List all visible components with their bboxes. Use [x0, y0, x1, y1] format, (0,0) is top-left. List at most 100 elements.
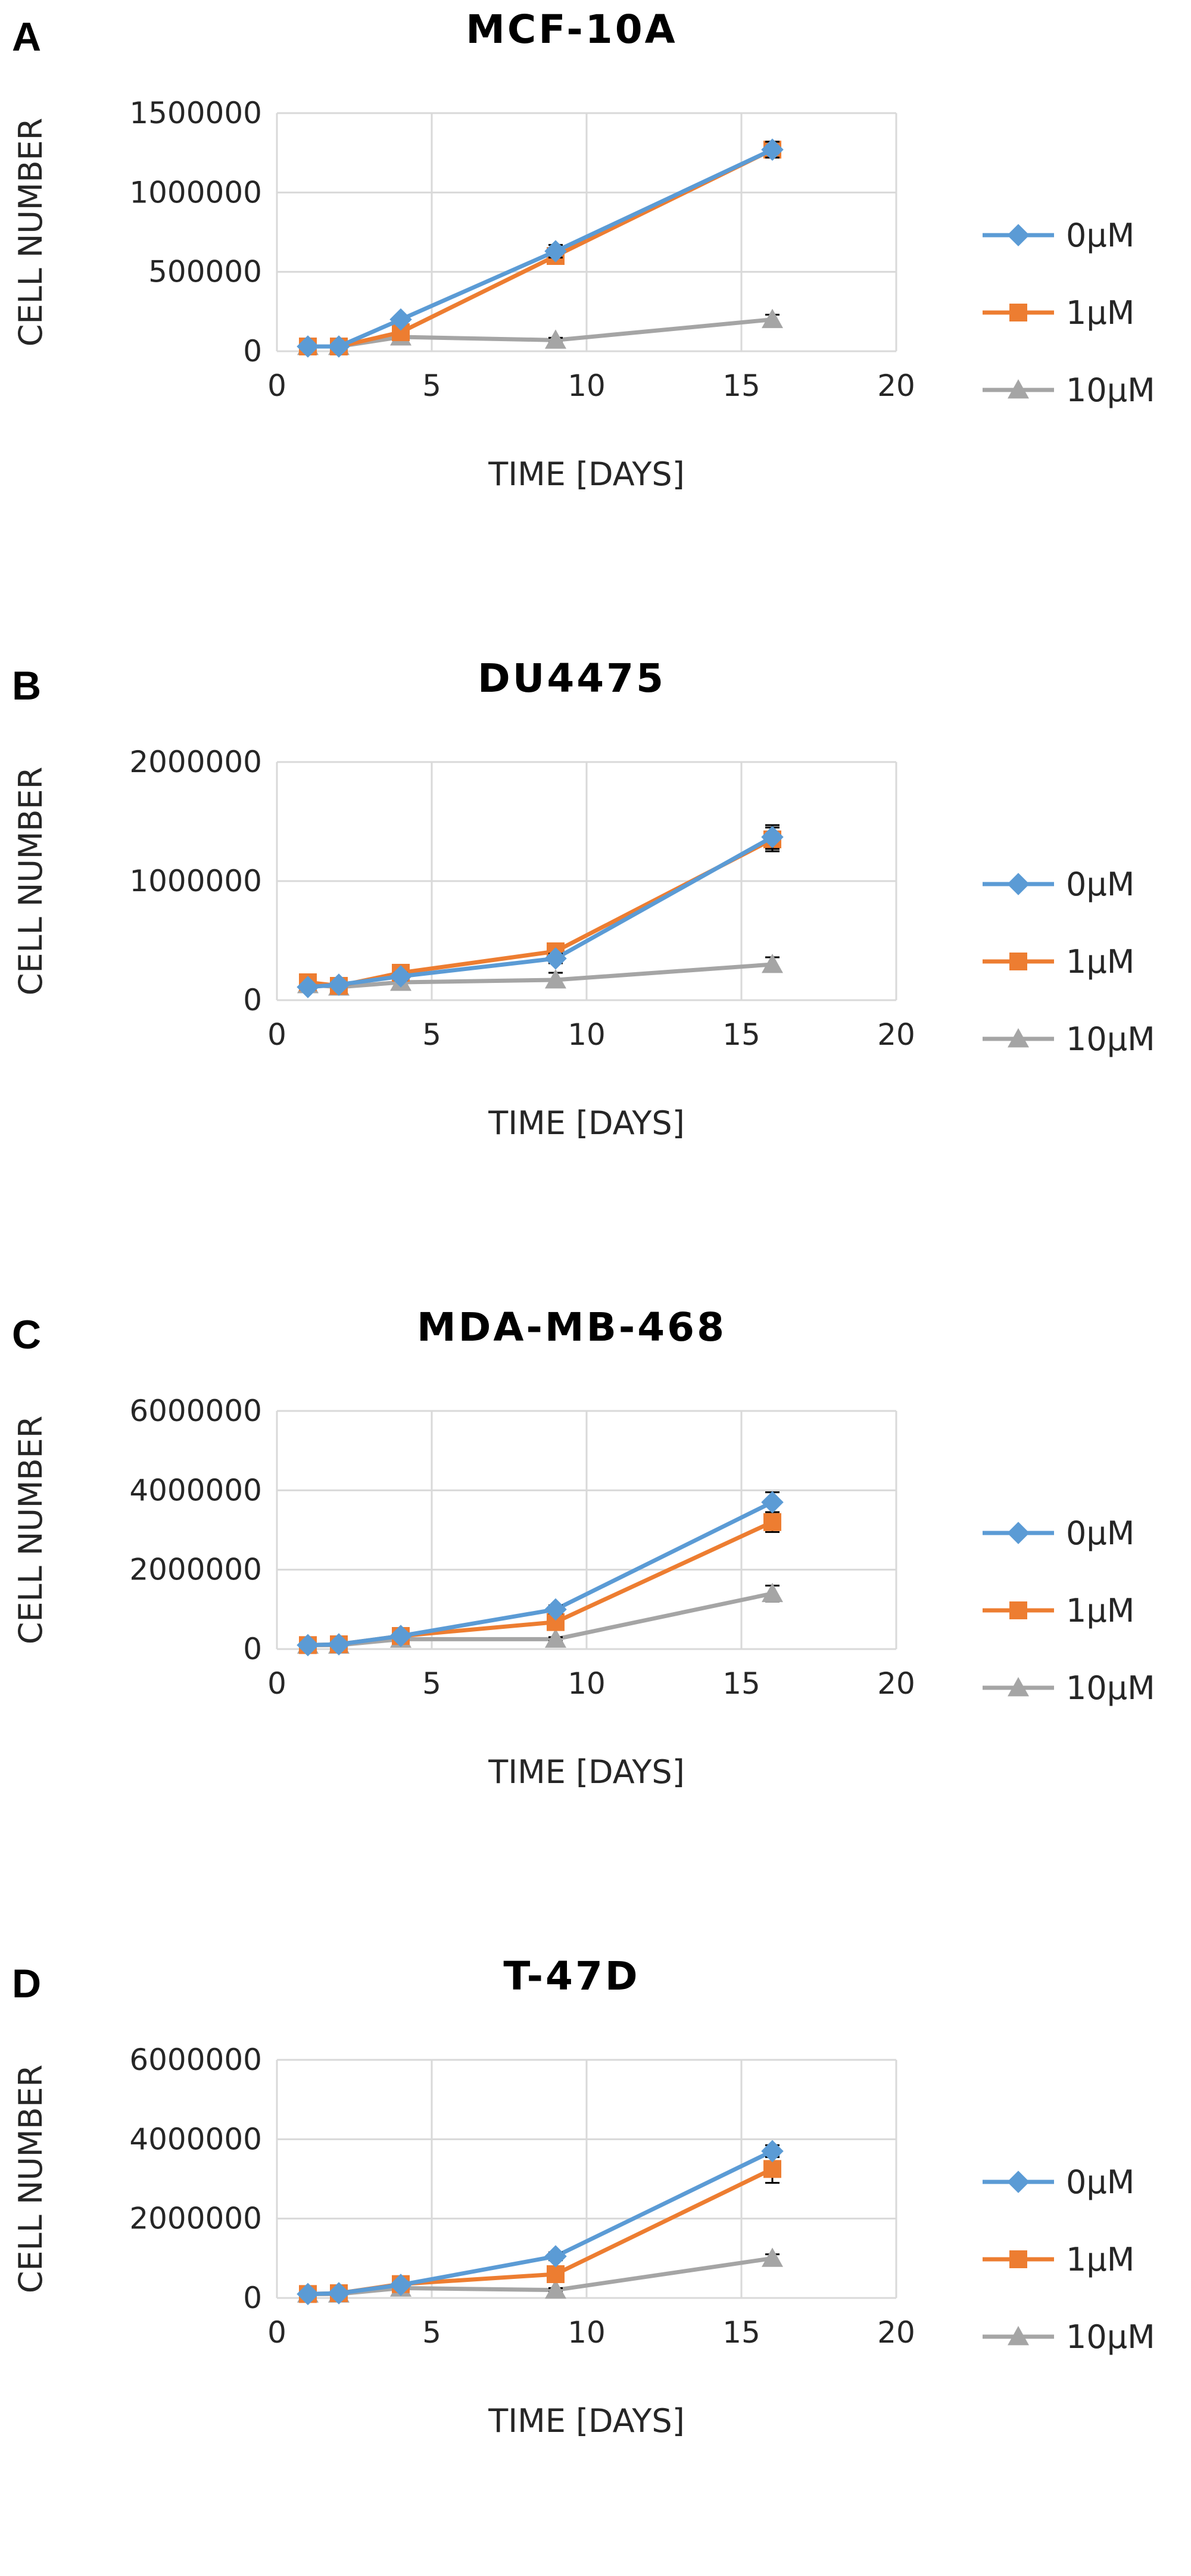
series-0 — [297, 1491, 784, 1657]
panel-letter: A — [12, 14, 41, 60]
legend-item: 1µM — [983, 294, 1134, 332]
panel-letter: C — [12, 1312, 41, 1357]
legend-marker — [1009, 2250, 1027, 2268]
data-point — [389, 965, 412, 988]
legend-marker — [1008, 379, 1029, 399]
data-point — [544, 2245, 567, 2268]
legend-item: 10µM — [983, 1020, 1155, 1058]
data-point — [297, 1634, 319, 1657]
panel-letter: D — [12, 1961, 41, 2006]
legend-label: 1µM — [1066, 943, 1134, 981]
legend-marker — [1008, 1677, 1029, 1697]
data-point — [544, 1598, 567, 1621]
chart-panel-a: A MCF-10A 0 500000 1000000 1500000 0 5 10 15 20 TIM… — [12, 7, 1155, 493]
legend: 0µM 1µM 10µM — [983, 217, 1155, 409]
legend-item: 1µM — [983, 2241, 1134, 2278]
data-point — [545, 2279, 566, 2299]
series-line — [307, 837, 774, 988]
legend-item: 10µM — [983, 1669, 1155, 1707]
y-tick-label: 0 — [243, 334, 262, 369]
x-tick-label: 15 — [722, 1666, 760, 1701]
y-tick-label: 6000000 — [129, 1394, 262, 1428]
legend-item: 10µM — [983, 2318, 1155, 2356]
x-tick-label: 0 — [267, 2315, 286, 2350]
legend: 0µM 1µM 10µM — [983, 2163, 1155, 2356]
legend-marker — [1008, 1028, 1029, 1048]
chart-panel-b: B DU4475 0 1000000 2000000 0 5 10 15 20 TIME [DAYS… — [12, 655, 1155, 1142]
chart-title: DU4475 — [478, 655, 666, 701]
legend-label: 10µM — [1066, 371, 1155, 409]
data-point — [761, 1491, 784, 1514]
data-point — [761, 826, 784, 848]
data-point — [762, 954, 783, 973]
plot-grid — [276, 2059, 897, 2299]
data-point — [328, 1633, 350, 1656]
data-point — [544, 947, 567, 970]
series-2 — [297, 1582, 783, 1654]
series-line — [307, 835, 774, 989]
y-tick-label: 500000 — [148, 255, 262, 289]
x-tick-label: 20 — [877, 1017, 915, 1052]
series-line — [308, 148, 774, 349]
legend-label: 1µM — [1066, 1592, 1134, 1629]
x-tick-label: 20 — [877, 2315, 915, 2350]
x-tick-label: 5 — [422, 2315, 441, 2350]
legend-item: 0µM — [983, 1515, 1134, 1552]
legend-item: 10µM — [983, 371, 1155, 409]
panel-letter: B — [12, 663, 41, 708]
plot-grid — [276, 112, 897, 352]
data-point — [328, 973, 350, 996]
data-point — [761, 2140, 784, 2163]
legend-marker — [1009, 1601, 1027, 1619]
series-1 — [299, 140, 781, 355]
legend-label: 0µM — [1066, 866, 1134, 903]
y-tick-label: 0 — [243, 2281, 262, 2315]
data-point — [762, 308, 783, 329]
data-point — [328, 335, 350, 358]
x-axis-label: TIME [DAYS] — [488, 2402, 685, 2440]
series-line — [307, 2167, 774, 2296]
x-tick-label: 0 — [267, 1666, 286, 1701]
legend-label: 1µM — [1066, 2241, 1134, 2278]
series-line — [307, 2149, 774, 2296]
data-point — [547, 2265, 565, 2283]
chart-panel-d: D T-47D 0 2000000 4000000 6000000 0 5 10 15 20 TIME… — [12, 1953, 1155, 2440]
x-tick-label: 0 — [267, 1017, 286, 1052]
legend-item: 1µM — [983, 943, 1134, 981]
legend-item: 0µM — [983, 217, 1134, 254]
legend-marker — [1009, 953, 1027, 970]
chart-title: T-47D — [503, 1953, 640, 1999]
legend-marker — [1007, 873, 1030, 895]
y-tick-label: 1000000 — [129, 864, 262, 898]
data-point — [763, 2160, 781, 2178]
y-tick-label: 2000000 — [129, 1553, 262, 1587]
series-0 — [297, 824, 784, 998]
x-tick-label: 10 — [568, 1666, 606, 1701]
y-tick-label: 6000000 — [129, 2043, 262, 2077]
chart-panel-c: C MDA-MB-468 0 2000000 4000000 6000000 0 5 10 15 2… — [12, 1304, 1155, 1791]
data-point — [763, 1513, 781, 1531]
legend-item: 0µM — [983, 2163, 1134, 2201]
y-tick-label: 0 — [243, 983, 262, 1017]
x-tick-label: 0 — [267, 369, 286, 403]
data-point — [762, 1582, 783, 1603]
data-point — [297, 976, 319, 998]
y-tick-label: 2000000 — [129, 745, 262, 779]
series-line — [307, 1520, 774, 1647]
plot-grid — [276, 1410, 897, 1650]
legend-label: 10µM — [1066, 2318, 1155, 2356]
data-point — [297, 2283, 319, 2306]
data-point — [389, 1625, 412, 1647]
y-axis-label: CELL NUMBER — [12, 1416, 49, 1644]
legend: 0µM 1µM 10µM — [983, 1515, 1155, 1707]
plot-grid — [276, 761, 897, 1001]
legend-label: 0µM — [1066, 217, 1134, 254]
y-tick-label: 2000000 — [129, 2202, 262, 2236]
x-axis-label: TIME [DAYS] — [488, 1104, 685, 1142]
legend-label: 10µM — [1066, 1669, 1155, 1707]
x-tick-label: 5 — [422, 369, 441, 403]
legend-label: 10µM — [1066, 1020, 1155, 1058]
legend-marker — [1007, 224, 1030, 246]
legend-label: 0µM — [1066, 2163, 1134, 2201]
data-point — [389, 308, 412, 331]
